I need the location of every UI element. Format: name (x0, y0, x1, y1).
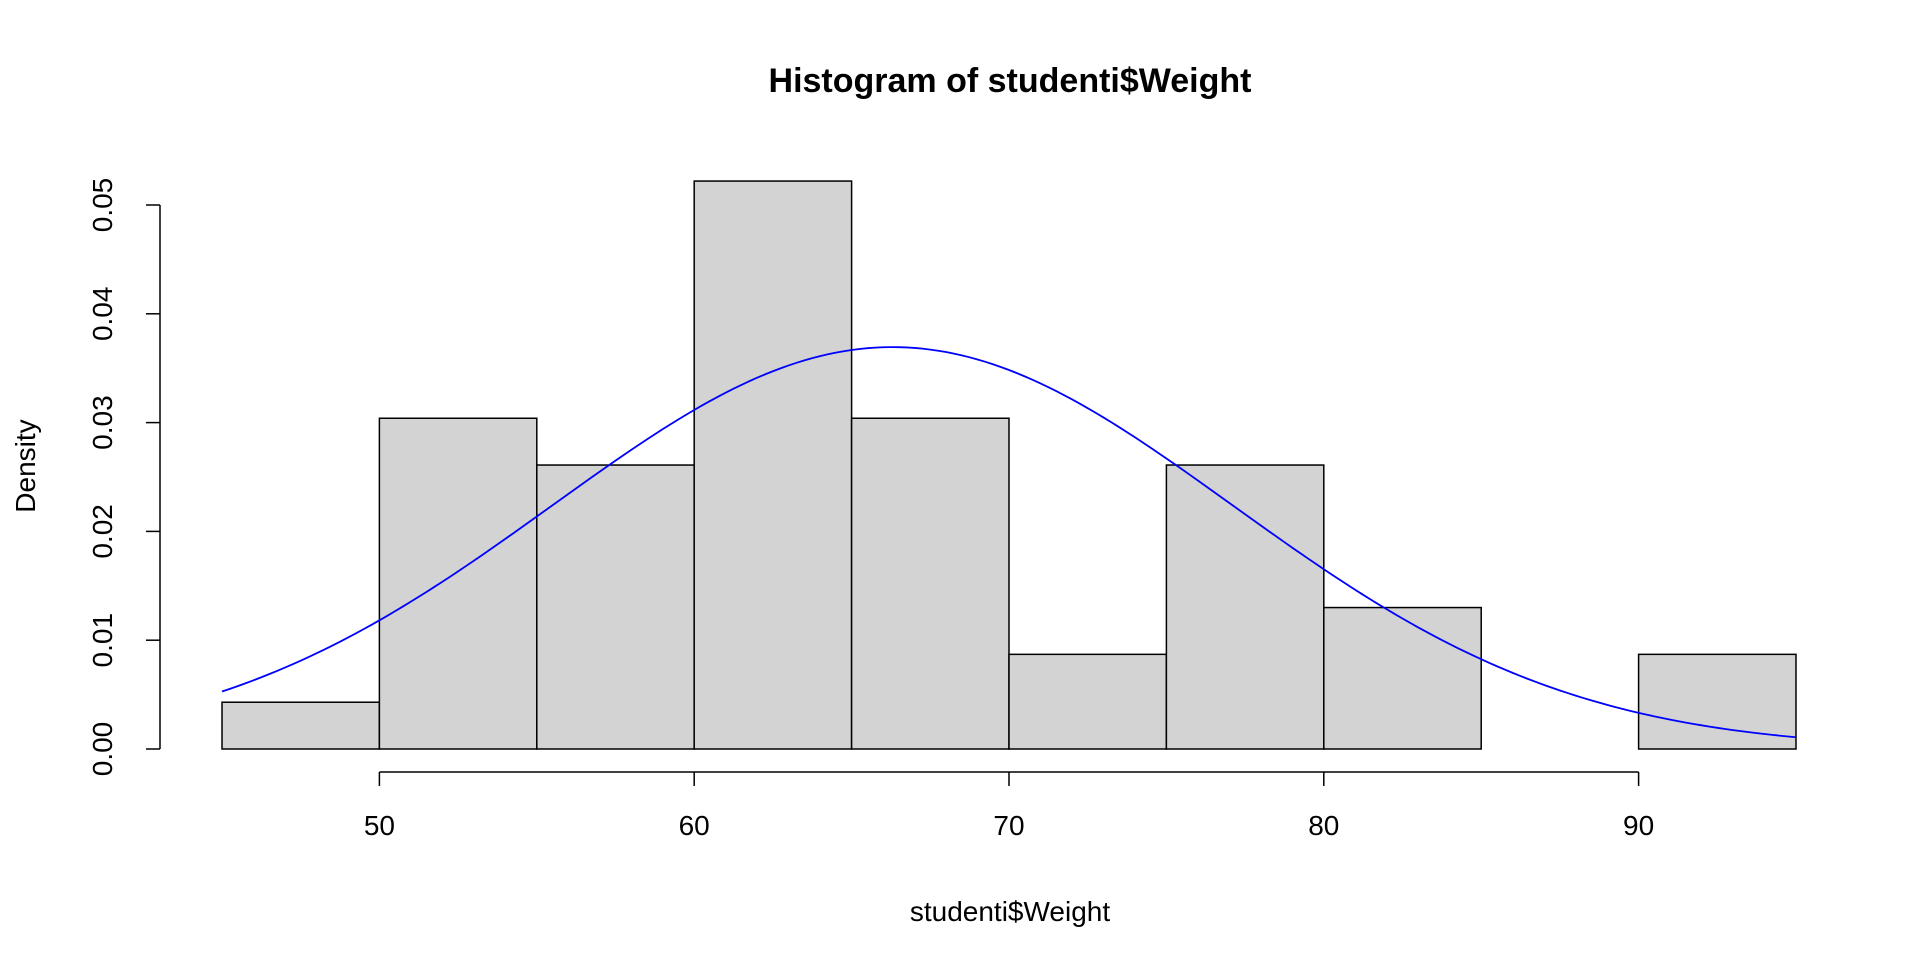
histogram-bar-8 (1323, 606, 1482, 750)
histogram-bar-3 (536, 464, 695, 750)
density-curve (221, 346, 1797, 739)
histogram-bar-1 (221, 701, 381, 750)
histogram-bar-2 (378, 417, 538, 750)
y-tick-label: 0.01 (87, 613, 118, 668)
y-tick-label: 0.04 (87, 287, 118, 342)
y-tick-label: 0.05 (87, 178, 118, 233)
histogram-bar-5 (850, 417, 1010, 750)
histogram-bar-4 (693, 180, 853, 750)
y-tick-label: 0.02 (87, 504, 118, 559)
x-axis: 50 60 70 80 90 (364, 771, 1654, 841)
x-tick-label: 90 (1623, 810, 1654, 841)
x-tick-label: 50 (364, 810, 395, 841)
histogram-bar-10 (1637, 653, 1797, 750)
x-tick-label: 80 (1308, 810, 1339, 841)
histogram-bar-6 (1008, 653, 1168, 750)
chart-title: Histogram of studenti$Weight (769, 62, 1252, 100)
y-tick-label: 0.00 (87, 722, 118, 777)
y-axis-label: Density (10, 419, 41, 512)
histogram-bars (221, 180, 1797, 750)
x-tick-label: 70 (993, 810, 1024, 841)
y-tick-label: 0.03 (87, 395, 118, 450)
histogram-bar-7 (1165, 464, 1325, 750)
x-axis-label: studenti$Weight (910, 896, 1111, 927)
y-axis: 0.00 0.01 0.02 0.03 0.04 0.05 (87, 178, 161, 777)
x-tick-label: 60 (679, 810, 710, 841)
